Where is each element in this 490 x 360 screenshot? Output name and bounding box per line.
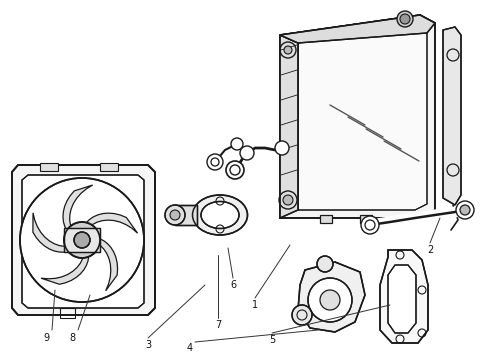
- Circle shape: [397, 11, 413, 27]
- Circle shape: [400, 14, 410, 24]
- Circle shape: [207, 154, 223, 170]
- Circle shape: [170, 210, 180, 220]
- Bar: [360, 215, 372, 223]
- Circle shape: [456, 201, 474, 219]
- Circle shape: [240, 146, 254, 160]
- Polygon shape: [12, 165, 155, 315]
- Polygon shape: [388, 265, 416, 333]
- Polygon shape: [280, 15, 435, 218]
- Circle shape: [165, 205, 185, 225]
- Polygon shape: [22, 175, 144, 308]
- Bar: [60, 308, 75, 318]
- Polygon shape: [298, 27, 427, 210]
- Bar: [100, 163, 118, 171]
- Polygon shape: [41, 252, 89, 284]
- Polygon shape: [380, 250, 428, 343]
- Circle shape: [231, 138, 243, 150]
- Text: 1: 1: [252, 300, 258, 310]
- Circle shape: [460, 205, 470, 215]
- Circle shape: [284, 46, 292, 54]
- Polygon shape: [280, 15, 435, 43]
- Text: 7: 7: [215, 320, 221, 330]
- Circle shape: [275, 141, 289, 155]
- Circle shape: [64, 222, 100, 258]
- Polygon shape: [63, 185, 93, 234]
- Circle shape: [226, 161, 244, 179]
- Circle shape: [283, 195, 293, 205]
- Text: 6: 6: [230, 280, 236, 290]
- Polygon shape: [280, 35, 298, 218]
- Text: 3: 3: [145, 340, 151, 350]
- Polygon shape: [84, 213, 138, 233]
- Circle shape: [361, 216, 379, 234]
- Circle shape: [320, 290, 340, 310]
- Circle shape: [317, 256, 333, 272]
- Polygon shape: [96, 238, 118, 291]
- Bar: [64, 228, 100, 252]
- Circle shape: [74, 232, 90, 248]
- Bar: [64, 228, 100, 252]
- Circle shape: [20, 178, 144, 302]
- Ellipse shape: [193, 195, 247, 235]
- Text: 2: 2: [427, 245, 433, 255]
- Bar: [175, 205, 197, 225]
- Ellipse shape: [201, 202, 239, 229]
- Circle shape: [292, 305, 312, 325]
- Circle shape: [308, 278, 352, 322]
- Polygon shape: [33, 213, 72, 252]
- Text: 8: 8: [69, 333, 75, 343]
- Text: 9: 9: [43, 333, 49, 343]
- Bar: [175, 205, 197, 225]
- Polygon shape: [443, 27, 461, 205]
- Bar: [40, 163, 58, 171]
- Bar: [320, 215, 332, 223]
- Text: 4: 4: [187, 343, 193, 353]
- Text: 5: 5: [269, 335, 275, 345]
- Polygon shape: [298, 262, 365, 332]
